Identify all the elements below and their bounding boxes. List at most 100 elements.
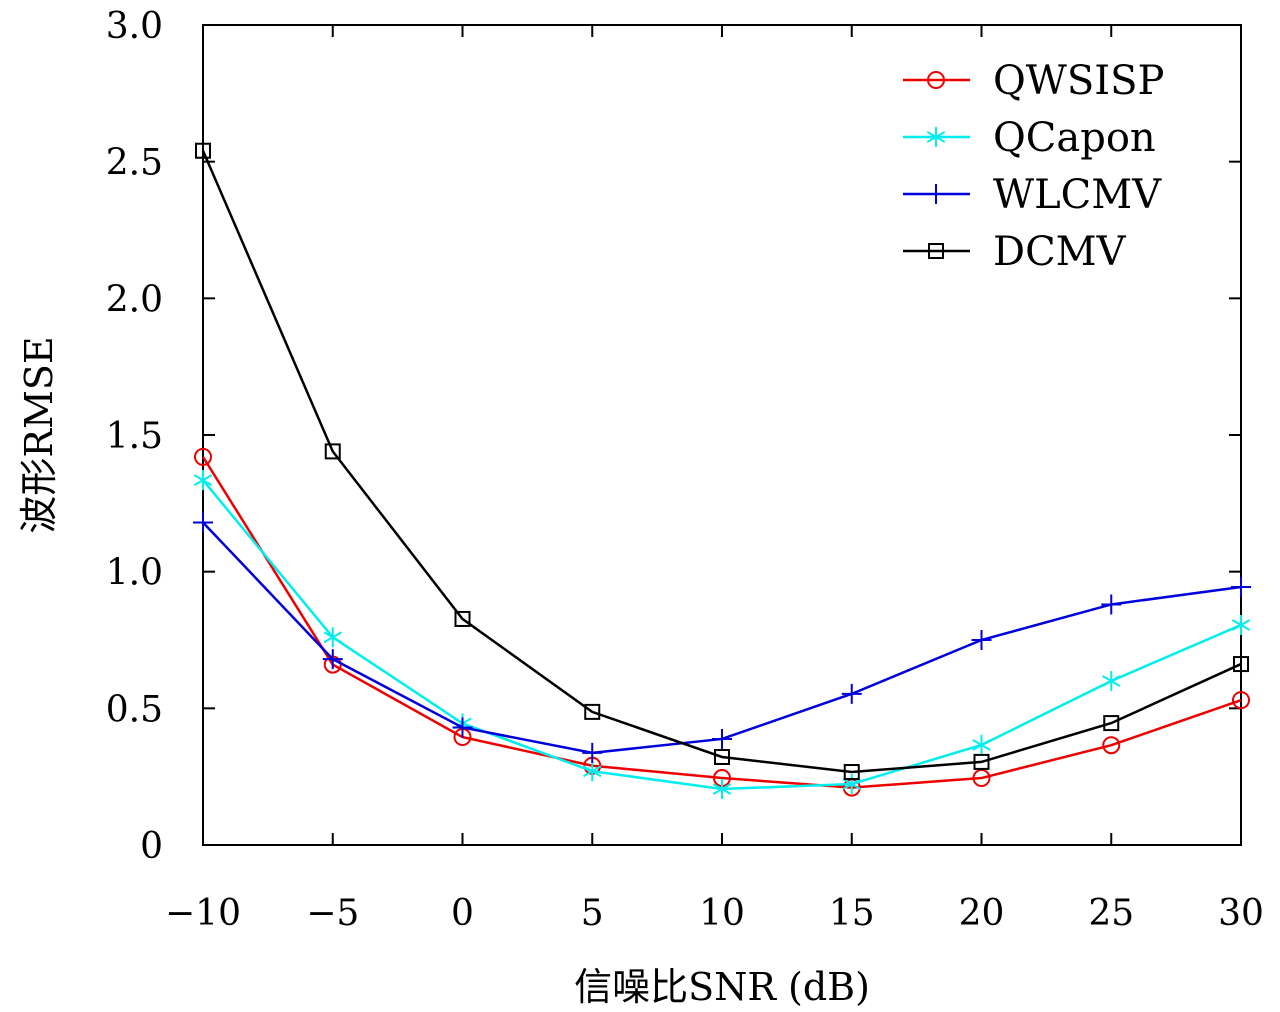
- marker-plus: [1101, 594, 1122, 615]
- marker-plus: [193, 512, 213, 533]
- y-tick-label: 0: [140, 826, 163, 867]
- legend-entry-qwsisp: QWSISP: [903, 58, 1164, 104]
- series-line: [201, 150, 1242, 774]
- x-tick-label: 15: [829, 893, 875, 934]
- marker-asterisk: [842, 774, 861, 795]
- asterisk-marker-stroke: [323, 631, 342, 644]
- x-axis-label: 信噪比SNR (dB): [574, 965, 870, 1009]
- marker-circle: [1232, 691, 1250, 710]
- y-tick-label: 3.0: [106, 6, 163, 47]
- data-point: [322, 649, 343, 670]
- data-point: [714, 748, 730, 765]
- square-marker: [928, 243, 944, 259]
- data-point: [1103, 715, 1120, 732]
- circle-marker: [1102, 736, 1121, 755]
- legend-label: DCMV: [993, 229, 1127, 275]
- data-point: [1233, 656, 1249, 673]
- data-point: [584, 703, 601, 720]
- y-tick-label: 1.5: [106, 416, 163, 457]
- marker-circle: [194, 447, 212, 466]
- marker-square: [1233, 656, 1249, 673]
- y-axis-label: 波形RMSE: [17, 336, 61, 533]
- data-point: [193, 470, 213, 491]
- marker-plus: [712, 728, 732, 749]
- marker-square: [843, 764, 860, 781]
- x-tick-label: 5: [581, 893, 604, 934]
- data-point: [323, 627, 342, 648]
- circle-marker: [927, 71, 945, 89]
- square-marker: [973, 753, 990, 770]
- marker-asterisk: [926, 127, 946, 147]
- data-point: [842, 774, 861, 795]
- data-point: [972, 769, 991, 788]
- marker-square: [195, 142, 211, 159]
- asterisk-marker-stroke: [926, 131, 946, 143]
- data-point: [971, 630, 992, 650]
- data-point: [452, 717, 473, 738]
- marker-square: [928, 243, 944, 259]
- marker-square: [1103, 715, 1120, 732]
- y-tick-label: 0.5: [106, 689, 163, 730]
- y-tick-label: 1.0: [106, 553, 163, 594]
- marker-asterisk: [583, 761, 602, 782]
- marker-plus: [582, 742, 603, 763]
- marker-plus: [926, 184, 946, 204]
- legend-entry-dcmv: DCMV: [903, 229, 1127, 275]
- data-point: [194, 447, 212, 466]
- y-tick-label: 2.0: [106, 279, 163, 320]
- marker-asterisk: [1102, 671, 1121, 691]
- square-marker: [584, 703, 601, 720]
- data-point: [454, 610, 471, 627]
- square-marker: [454, 610, 471, 627]
- data-point: [1101, 594, 1122, 615]
- legend-label: WLCMV: [993, 172, 1162, 218]
- square-marker: [843, 764, 860, 781]
- asterisk-marker-stroke: [1231, 619, 1251, 631]
- asterisk-marker-stroke: [583, 765, 602, 778]
- data-point: [1231, 614, 1251, 635]
- circle-marker: [972, 769, 991, 788]
- circle-marker: [1232, 691, 1250, 710]
- data-point: [1102, 736, 1121, 755]
- square-marker: [1233, 656, 1249, 673]
- marker-plus: [452, 717, 473, 738]
- square-marker: [1103, 715, 1120, 732]
- series-line: [201, 456, 1242, 789]
- data-point: [972, 734, 991, 755]
- marker-square: [584, 703, 601, 720]
- marker-plus: [1231, 576, 1251, 597]
- x-tick-label: 30: [1218, 893, 1264, 934]
- asterisk-marker-stroke: [193, 474, 213, 486]
- series-dcmv: [195, 142, 1249, 781]
- data-point: [1102, 671, 1121, 691]
- marker-square: [973, 753, 990, 770]
- data-point: [582, 742, 603, 763]
- asterisk-marker-stroke: [972, 739, 991, 751]
- data-point: [712, 728, 732, 749]
- asterisk-marker-stroke: [842, 778, 861, 790]
- data-point: [1231, 576, 1251, 597]
- legend-label: QCapon: [993, 115, 1156, 161]
- data-point: [712, 778, 732, 799]
- series-wlcmv: [193, 512, 1251, 763]
- marker-square: [324, 443, 341, 460]
- marker-asterisk: [193, 470, 213, 491]
- data-point: [973, 753, 990, 770]
- marker-plus: [841, 683, 862, 704]
- marker-circle: [972, 769, 991, 788]
- square-marker: [714, 748, 730, 765]
- marker-circle: [927, 71, 945, 89]
- marker-asterisk: [1231, 614, 1251, 635]
- marker-plus: [971, 630, 992, 650]
- marker-square: [454, 610, 471, 627]
- legend-entry-qcapon: QCapon: [903, 115, 1156, 161]
- data-point: [583, 761, 602, 782]
- data-point: [841, 683, 862, 704]
- x-tick-label: 25: [1088, 893, 1134, 934]
- legend-entry-wlcmv: WLCMV: [903, 172, 1162, 218]
- square-marker: [195, 142, 211, 159]
- series-line: [202, 521, 1242, 755]
- x-tick-label: 10: [699, 893, 745, 934]
- data-point: [193, 512, 213, 533]
- square-marker: [324, 443, 341, 460]
